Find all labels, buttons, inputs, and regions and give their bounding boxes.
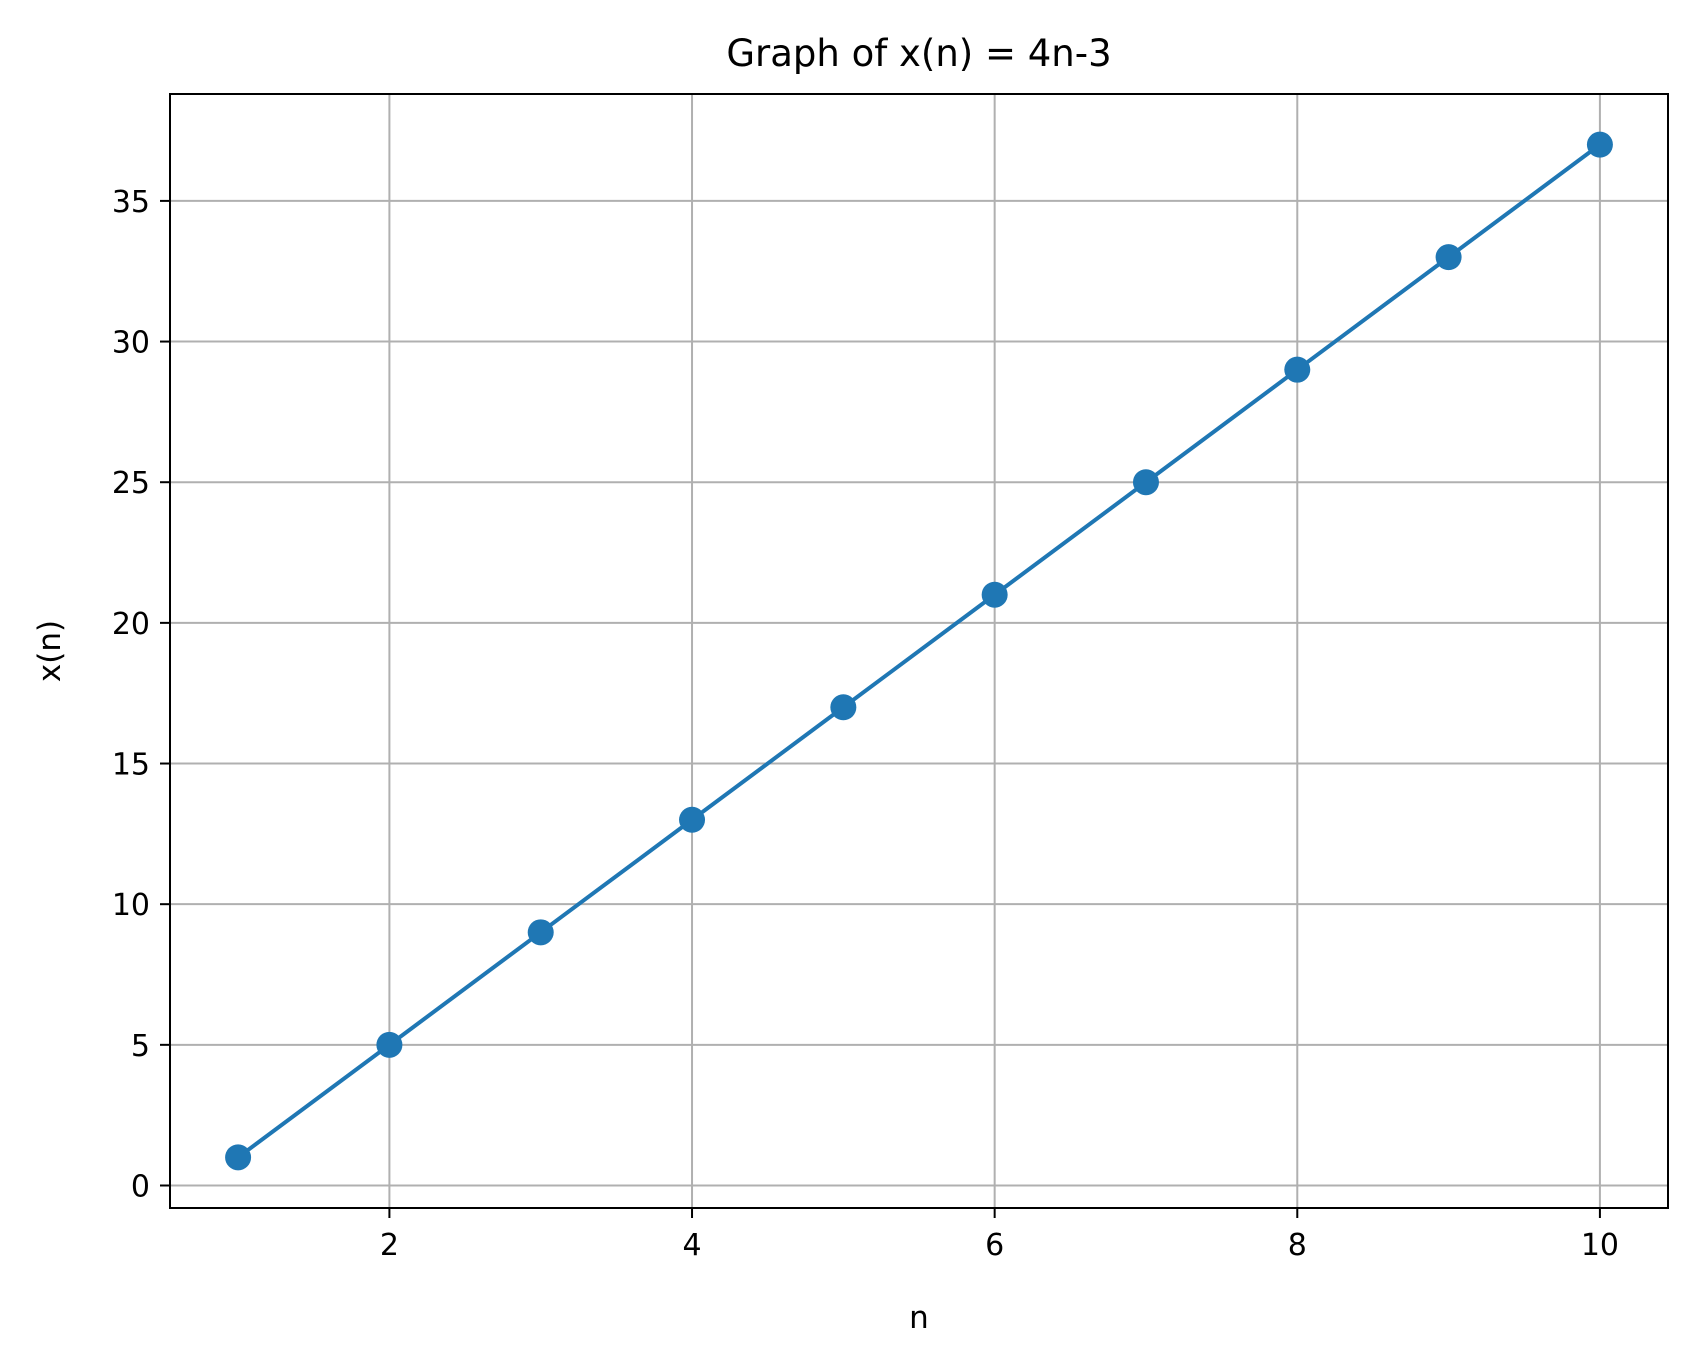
x-axis: 2 4 6 8 10: [380, 1208, 1619, 1263]
data-point: [376, 1031, 403, 1058]
x-tick-label: 4: [682, 1228, 701, 1263]
data-point: [1586, 131, 1613, 158]
y-tick-label: 25: [112, 466, 150, 501]
data-point: [830, 694, 857, 721]
data-point: [679, 806, 706, 833]
chart-title: Graph of x(n) = 4n-3: [726, 32, 1111, 75]
x-tick-label: 10: [1581, 1228, 1619, 1263]
grid-lines: [170, 94, 1668, 1208]
series-layer: [225, 131, 1613, 1171]
y-tick-label: 10: [112, 888, 150, 923]
plot-area-frame: [169, 93, 1669, 1209]
data-point: [1132, 469, 1159, 496]
y-axis: 0 5 10 15 20 25 30 35: [112, 185, 170, 1204]
x-axis-label: n: [909, 1300, 929, 1336]
y-tick-label: 0: [131, 1169, 150, 1204]
data-point: [1284, 356, 1311, 383]
series-line: [236, 142, 1602, 1160]
x-tick-label: 2: [380, 1228, 399, 1263]
data-point: [981, 581, 1008, 608]
data-point: [1435, 244, 1462, 271]
x-tick-label: 6: [985, 1228, 1004, 1263]
data-point: [527, 919, 554, 946]
y-tick-label: 30: [112, 326, 150, 361]
y-tick-label: 15: [112, 748, 150, 783]
y-tick-label: 20: [112, 607, 150, 642]
x-tick-label: 8: [1288, 1228, 1307, 1263]
y-axis-label: x(n): [32, 620, 68, 682]
data-point: [225, 1144, 252, 1171]
y-tick-label: 35: [112, 185, 150, 220]
y-tick-label: 5: [131, 1029, 150, 1064]
